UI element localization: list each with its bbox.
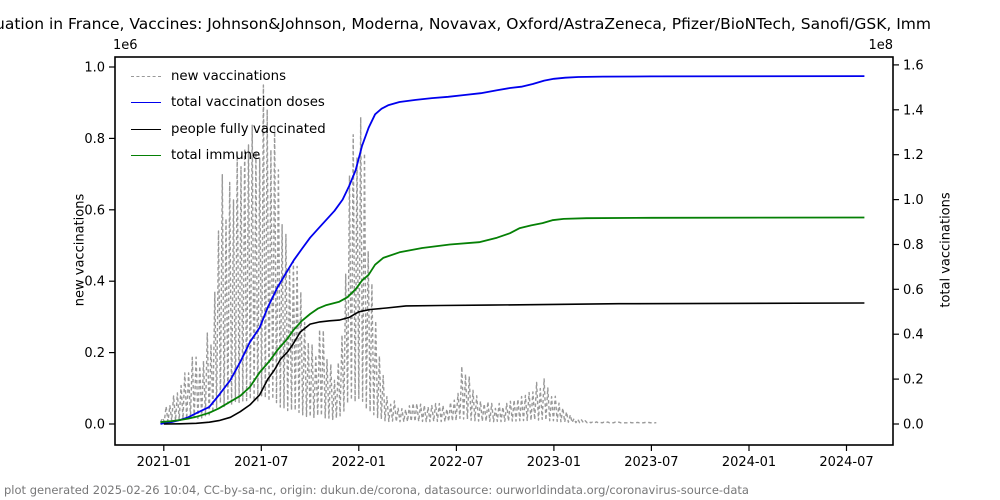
chart-title: uation in France, Vaccines: Johnson&John… <box>0 14 1000 38</box>
y-right-tick-label: 0.6 <box>903 283 924 298</box>
x-tick-label: 2021-07 <box>234 455 288 470</box>
series-total-vaccination-doses <box>160 75 865 425</box>
y-right-tick-label: 0.4 <box>903 328 924 343</box>
series-people-fully-vaccinated <box>163 302 865 425</box>
y-left-tick-label: 1.0 <box>84 61 105 76</box>
legend-label: total vaccination doses <box>171 95 325 111</box>
legend-item-fully-vaccinated: people fully vaccinated <box>131 116 326 143</box>
y-left-tick-label: 0.6 <box>84 203 105 218</box>
y-left-tick-label: 0.0 <box>84 418 105 433</box>
legend-item-total-immune: total immune <box>131 143 326 170</box>
x-tick-label: 2023-01 <box>527 455 581 470</box>
right-axis-offset-label: 1e8 <box>868 38 893 53</box>
x-tick-label: 2022-07 <box>429 455 483 470</box>
footer-credit-text: plot generated 2025-02-26 10:04, CC-by-s… <box>4 483 749 497</box>
y-left-tick-label: 0.2 <box>84 346 105 361</box>
series-new-vaccinations <box>159 84 657 424</box>
legend-label: new vaccinations <box>171 68 287 84</box>
right-axis-title: total vaccinations <box>938 192 954 308</box>
legend-item-total-doses: total vaccination doses <box>131 90 326 117</box>
y-right-tick-label: 0.2 <box>903 373 924 388</box>
chart-legend: new vaccinations total vaccination doses… <box>131 63 326 169</box>
legend-label: people fully vaccinated <box>171 121 326 137</box>
x-tick-label: 2022-01 <box>332 455 386 470</box>
plot-frame <box>114 56 894 446</box>
legend-line-blue-icon <box>131 102 161 104</box>
y-left-tick-label: 0.8 <box>84 132 105 147</box>
y-right-tick-label: 1.6 <box>903 58 924 73</box>
chart-title-text: uation in France, Vaccines: Johnson&John… <box>0 15 932 33</box>
legend-line-black-icon <box>131 128 161 130</box>
left-axis-title: new vaccinations <box>72 193 88 307</box>
x-tick-label: 2023-07 <box>624 455 678 470</box>
legend-line-green-icon <box>131 155 161 157</box>
y-left-tick-label: 0.4 <box>84 275 105 290</box>
legend-label: total immune <box>171 148 261 164</box>
legend-line-dashed-gray-icon <box>131 75 161 77</box>
x-tick-label: 2024-01 <box>722 455 776 470</box>
legend-item-new-vaccinations: new vaccinations <box>131 63 326 90</box>
x-tick-label: 2024-07 <box>819 455 873 470</box>
y-right-tick-label: 1.0 <box>903 193 924 208</box>
series-total-immune <box>160 216 865 424</box>
x-tick-label: 2021-01 <box>137 455 191 470</box>
y-right-tick-label: 0.0 <box>903 418 924 433</box>
left-axis-offset-label: 1e6 <box>113 38 138 53</box>
y-right-tick-label: 0.8 <box>903 238 924 253</box>
y-right-tick-label: 1.2 <box>903 148 924 163</box>
y-right-tick-label: 1.4 <box>903 103 924 118</box>
